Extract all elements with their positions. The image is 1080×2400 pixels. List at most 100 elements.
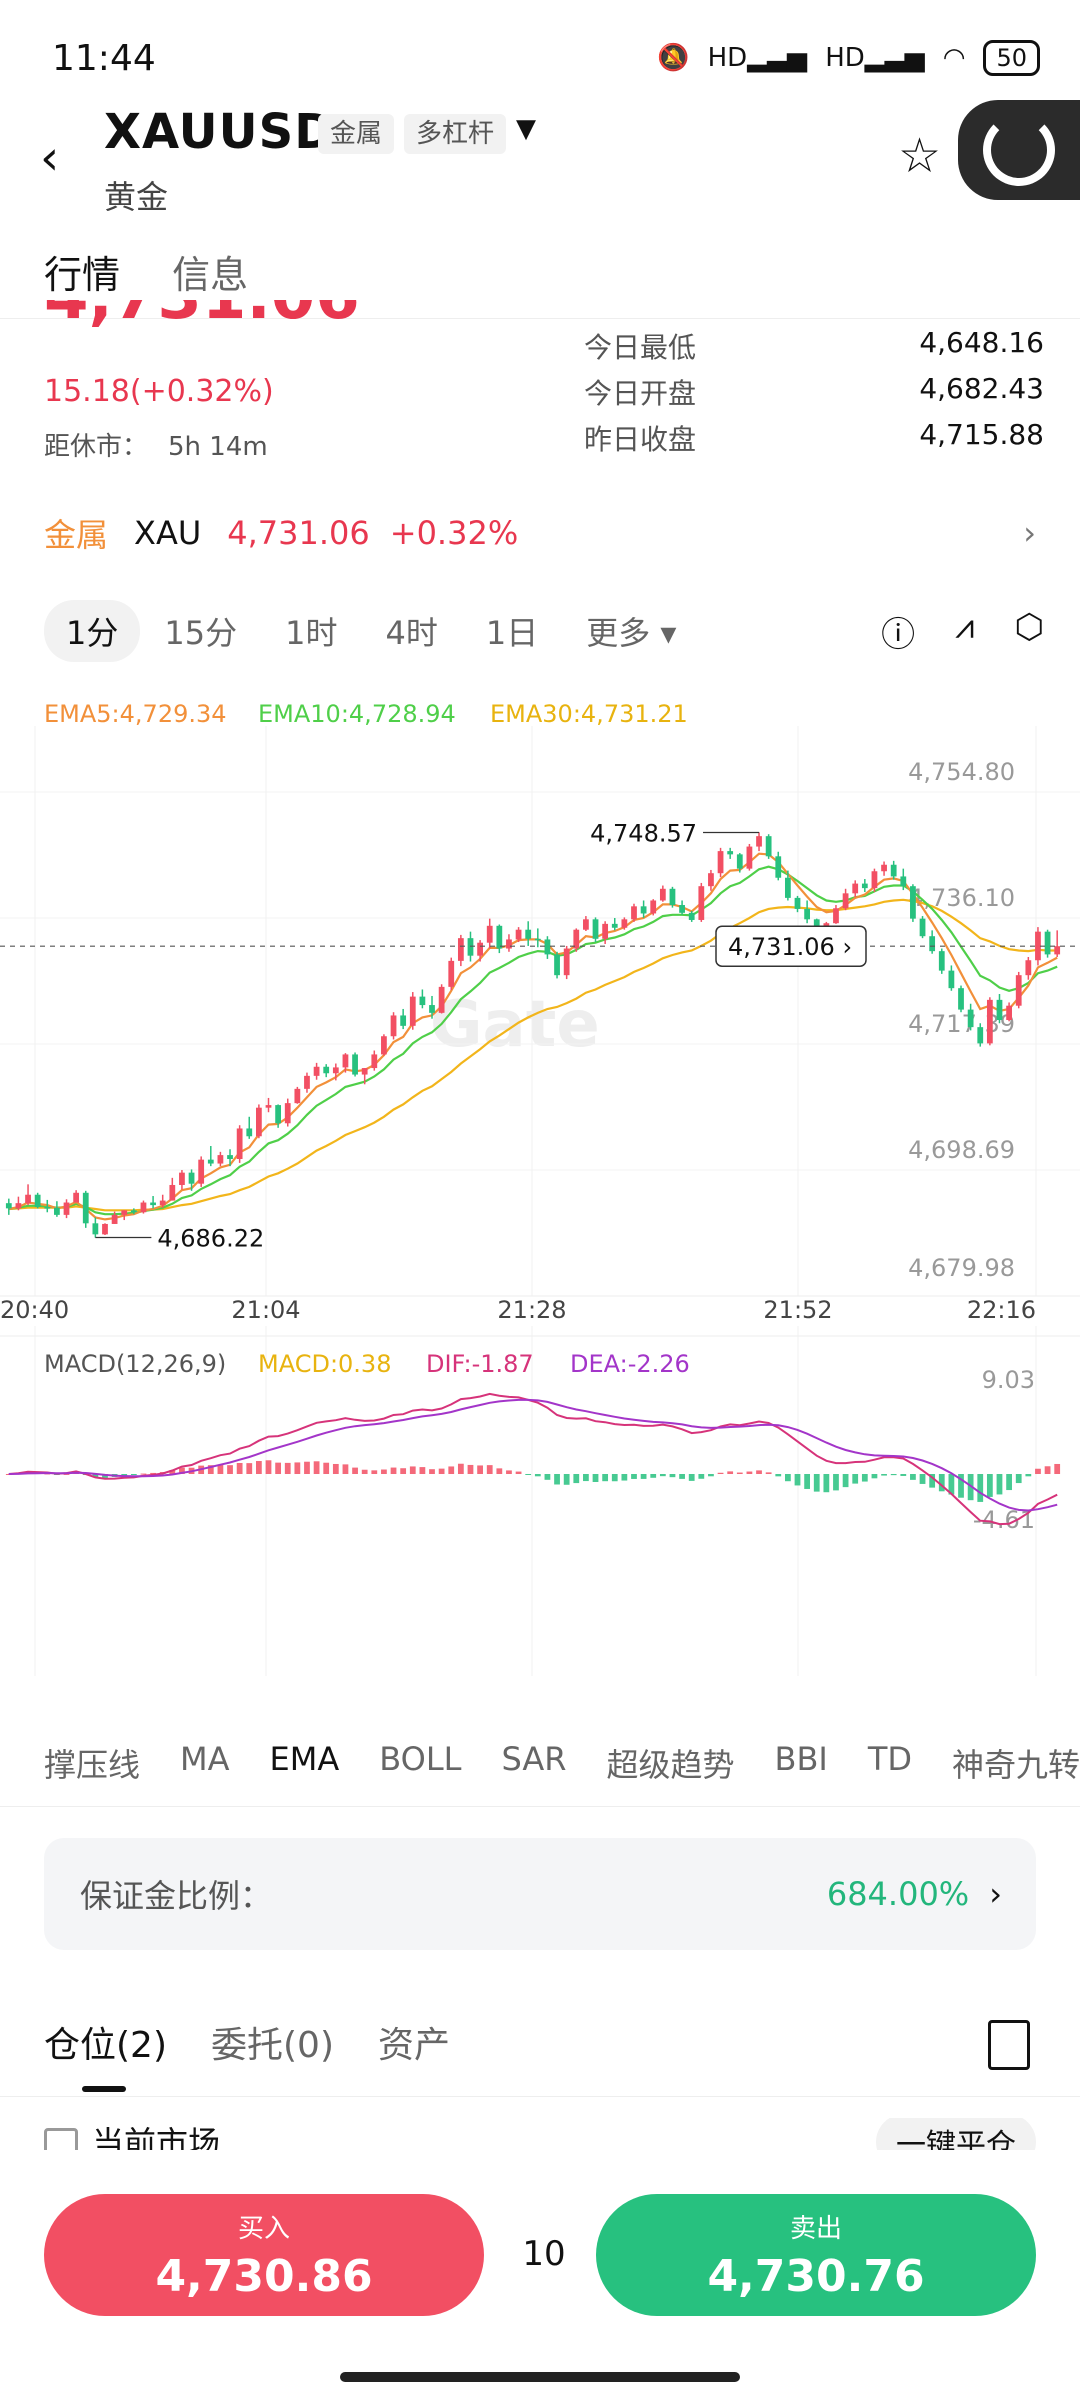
macd-histogram-bar — [823, 1474, 830, 1493]
macd-histogram-bar — [1035, 1468, 1041, 1475]
interval-1d[interactable]: 1日 — [485, 614, 539, 652]
candle-body — [92, 1223, 99, 1235]
macd-histogram-bar — [496, 1468, 503, 1475]
candle-body — [217, 1155, 224, 1164]
macd-histogram-bar — [659, 1474, 666, 1477]
candle-body — [688, 912, 695, 920]
symbol-dropdown-icon[interactable]: ▼ — [516, 114, 536, 144]
candle-body — [15, 1203, 22, 1209]
sell-button[interactable]: 卖出 4,730.76 — [596, 2194, 1036, 2316]
macd-histogram-bar — [255, 1461, 262, 1475]
info-icon[interactable]: ⓘ — [881, 614, 916, 655]
header: ‹ XAUUSD 金属 多杠杆 ▼ 黄金 ☆ — [0, 100, 1080, 220]
gate-logo-badge[interactable] — [958, 100, 1080, 200]
session-countdown: 距休市： 5h 14m — [44, 432, 268, 462]
candle-body — [381, 1036, 387, 1055]
macd-histogram-bar — [842, 1474, 849, 1488]
candle-body — [111, 1214, 118, 1224]
macd-histogram-bar — [621, 1474, 628, 1481]
underlying-row[interactable]: 金属 XAU 4,731.06 +0.32% › — [44, 510, 1036, 556]
macd-histogram-bar — [236, 1462, 243, 1475]
candle-body — [429, 1005, 435, 1013]
buy-button[interactable]: 买入 4,730.86 — [44, 2194, 484, 2316]
macd-histogram-bar — [910, 1474, 916, 1480]
ema10-line — [8, 865, 1058, 1216]
macd-histogram-bar — [246, 1463, 253, 1475]
y-tick-label: 4,698.69 — [908, 1136, 1015, 1164]
macd-histogram-bar — [477, 1465, 483, 1475]
candle-body — [756, 836, 762, 847]
indicator-tab[interactable]: SAR — [501, 1740, 567, 1778]
back-arrow-icon[interactable]: ‹ — [40, 130, 60, 186]
candle-body — [621, 919, 628, 928]
interval-15m[interactable]: 15分 — [164, 614, 238, 652]
indicator-tab[interactable]: BOLL — [379, 1740, 462, 1778]
macd-histogram-bar — [746, 1471, 753, 1475]
candle-body — [323, 1066, 330, 1074]
macd-histogram-bar — [852, 1474, 859, 1484]
macd-histogram-bar — [361, 1469, 368, 1475]
tab-market[interactable]: 行情 — [44, 253, 121, 297]
macd-histogram-bar — [409, 1466, 416, 1475]
history-doc-icon[interactable] — [988, 2020, 1030, 2070]
candle-body — [5, 1203, 12, 1209]
candle-body — [419, 996, 426, 1006]
interval-1h[interactable]: 1时 — [285, 614, 338, 652]
settings-icon[interactable]: ⬡ — [1014, 606, 1044, 647]
macd-histogram-bar — [804, 1474, 811, 1489]
candle-body — [294, 1088, 301, 1104]
macd-histogram-bar — [525, 1474, 532, 1476]
tab-positions[interactable]: 仓位(2) — [44, 2025, 167, 2066]
underlying-symbol: XAU — [134, 514, 202, 552]
price-chart[interactable]: Gate 4,754.804,736.104,717.394,698.694,6… — [0, 686, 1080, 1726]
candle-body — [727, 851, 734, 855]
candle-body — [467, 938, 474, 956]
trade-bar: 买入 4,730.86 10 卖出 4,730.76 — [0, 2150, 1080, 2400]
sell-price: 4,730.76 — [707, 2251, 925, 2302]
macd-histogram-bar — [958, 1474, 964, 1498]
underlying-price: 4,731.06 — [227, 514, 370, 552]
macd-legend-dif: DIF:-1.87 — [426, 1350, 534, 1378]
macd-histogram-bar — [1054, 1463, 1061, 1475]
interval-1m[interactable]: 1分 — [44, 600, 141, 662]
tab-orders[interactable]: 委托(0) — [211, 2025, 334, 2066]
macd-histogram-bar — [275, 1462, 282, 1475]
margin-ratio-card[interactable]: 保证金比例： 684.00% › — [44, 1838, 1036, 1950]
status-bar: 11:44 🔕 HD▂▃▅ HD▂▃▅ ◠ 50 — [0, 0, 1080, 110]
indicator-tab[interactable]: 神奇九转 — [952, 1746, 1080, 1784]
stat-today-low: 今日最低 4,648.16 — [584, 326, 1044, 364]
favorite-star-icon[interactable]: ☆ — [898, 128, 942, 184]
indicator-tab[interactable]: 超级趋势 — [606, 1746, 735, 1784]
current-price-tag — [715, 925, 867, 967]
candle-body — [784, 877, 791, 898]
indicator-tab[interactable]: MA — [180, 1740, 230, 1778]
quantity-value[interactable]: 10 — [522, 2234, 566, 2274]
interval-4h[interactable]: 4时 — [385, 614, 438, 652]
margin-ratio-value: 684.00% — [826, 1875, 970, 1913]
current-market-checkbox[interactable] — [44, 2128, 78, 2158]
indicator-icon[interactable]: ⩘ — [955, 606, 975, 647]
indicator-tab[interactable]: 撑压线 — [44, 1746, 141, 1784]
macd-histogram-bar — [130, 1474, 137, 1476]
indicator-tabs: 撑压线 MA EMA BOLL SAR 超级趋势 BBI TD 神奇九转 — [44, 1740, 1080, 1786]
candle-body — [910, 886, 916, 919]
candle-body — [900, 876, 907, 887]
macd-histogram-bar — [602, 1474, 609, 1482]
macd-histogram-bar — [881, 1474, 887, 1476]
candle-body — [477, 942, 483, 956]
top-tabs: 行情 信息 — [44, 244, 288, 299]
indicator-tab[interactable]: TD — [867, 1740, 913, 1778]
indicator-tab-active[interactable]: EMA — [269, 1740, 340, 1778]
chevron-right-icon: › — [1023, 514, 1036, 552]
tab-info[interactable]: 信息 — [172, 253, 249, 297]
candle-body — [63, 1202, 70, 1215]
candle-body — [457, 938, 464, 961]
indicator-tab[interactable]: BBI — [774, 1740, 828, 1778]
x-tick-label: 21:52 — [763, 1296, 832, 1324]
status-time: 11:44 — [52, 38, 156, 79]
buy-price: 4,730.86 — [155, 2251, 373, 2302]
candle-body — [534, 938, 541, 941]
tab-assets[interactable]: 资产 — [378, 2025, 451, 2066]
interval-more[interactable]: 更多 ▾ — [586, 614, 677, 652]
candle-body — [881, 864, 887, 872]
